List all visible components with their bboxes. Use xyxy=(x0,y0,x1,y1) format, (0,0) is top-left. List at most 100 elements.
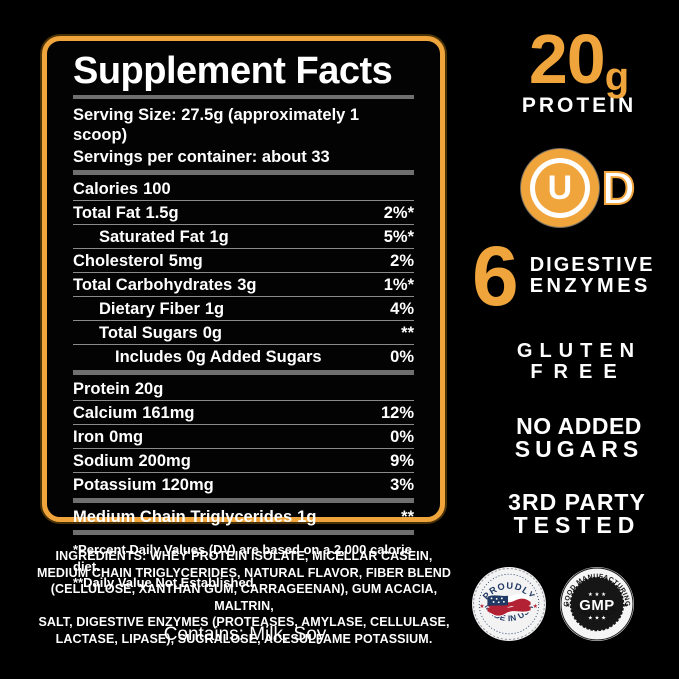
row-label: Iron 0mg xyxy=(73,428,143,446)
ingredients-line: SALT, DIGESTIVE ENZYMES (PROTEASES, AMYL… xyxy=(38,615,450,629)
daily-value: 5%* xyxy=(383,227,414,246)
daily-value: 1%* xyxy=(383,275,414,294)
supplement-facts-panel: Supplement Facts Serving Size: 27.5g (ap… xyxy=(42,36,445,590)
made-in-usa-badge-icon: PROUDLY MADE IN USA ★ ★ xyxy=(472,567,546,641)
table-row: Total Carbohydrates 3g 1%* xyxy=(73,272,414,296)
nutrient-name: Saturated Fat xyxy=(99,227,205,246)
daily-value: 9% xyxy=(390,451,414,470)
daily-value: 0% xyxy=(390,427,414,446)
nutrient-name: Includes 0g Added Sugars xyxy=(115,347,322,366)
gmp-badge-icon: GOOD MANUFACTURING PRACTICE ★ ★ ★ ★ ★ GM… xyxy=(560,567,634,641)
nutrient-name: Sodium xyxy=(73,451,134,470)
daily-value: 3% xyxy=(390,475,414,494)
kosher-u-letter: U xyxy=(547,169,573,207)
ingredients-line: (CELLULOSE, XANTHAN GUM, CARRAGEENAN), G… xyxy=(50,582,438,613)
row-label: Cholesterol 5mg xyxy=(73,252,203,270)
nutrient-amount: 3g xyxy=(237,275,257,294)
us-flag-icon xyxy=(487,593,531,617)
ingredients-block: INGREDIENTS: WHEY PROTEIN ISOLATE, MICEL… xyxy=(28,548,460,647)
table-row: Calories 100 xyxy=(73,177,414,200)
divider xyxy=(73,530,414,535)
usa-star-left-icon: ★ xyxy=(479,603,485,610)
daily-value: ** xyxy=(401,323,414,342)
nutrient-amount: 1g xyxy=(209,227,229,246)
claim-20g-protein: 20g PROTEIN xyxy=(494,24,664,118)
nutrient-name: Calcium xyxy=(73,403,138,422)
nutrient-name: Potassium xyxy=(73,475,157,494)
kosher-inner-disc: U xyxy=(534,163,585,213)
table-row: Saturated Fat 1g 5%* xyxy=(73,224,414,248)
nutrient-name: Cholesterol xyxy=(73,251,164,270)
table-row: Dietary Fiber 1g 4% xyxy=(73,296,414,320)
divider xyxy=(73,170,414,175)
nutrient-amount: 200mg xyxy=(138,451,191,470)
divider xyxy=(73,498,414,503)
nutrient-amount: 0g xyxy=(202,323,222,342)
daily-value: 0% xyxy=(390,347,414,366)
footnote-not-established: **Daily Value Not Established xyxy=(73,575,254,590)
row-label: Medium Chain Triglycerides 1g xyxy=(73,508,316,526)
nutrient-amount: 120mg xyxy=(161,475,214,494)
nutrient-amount: 1g xyxy=(297,507,317,526)
row-label: Saturated Fat 1g xyxy=(73,228,229,246)
footnotes: *Percent Daily Values (DV) are based on … xyxy=(73,537,414,592)
gmp-star-left-icon: ★ xyxy=(565,602,571,609)
daily-value: 12% xyxy=(380,403,414,422)
daily-value: 2%* xyxy=(383,203,414,222)
badges-row: PROUDLY MADE IN USA ★ ★ GOOD MAN xyxy=(471,566,635,642)
claim-3rd-party-tested: 3RD PARTY TESTED xyxy=(488,491,666,537)
nutrient-name: Calories xyxy=(73,179,139,198)
nutrient-name: Medium Chain Triglycerides xyxy=(73,507,293,526)
daily-value: 2% xyxy=(390,251,414,270)
row-label: Potassium 120mg xyxy=(73,476,214,494)
nutrient-amount: 5mg xyxy=(168,251,203,270)
table-row: Cholesterol 5mg 2% xyxy=(73,248,414,272)
thirdparty-line1: 3RD PARTY xyxy=(508,489,646,515)
table-row: Sodium 200mg 9% xyxy=(73,448,414,472)
nutrient-amount: 20g xyxy=(134,379,164,398)
divider xyxy=(73,95,414,99)
daily-value: 4% xyxy=(390,299,414,318)
kosher-ring: U xyxy=(529,158,590,218)
row-label: Includes 0g Added Sugars xyxy=(73,348,322,366)
ingredients-line: MEDIUM CHAIN TRIGLYCERIDES, NATURAL FLAV… xyxy=(36,565,452,580)
divider xyxy=(73,370,414,375)
protein-unit: g xyxy=(604,55,630,99)
enzymes-text: DIGESTIVE ENZYMES xyxy=(530,255,655,297)
table-row: Iron 0mg 0% xyxy=(73,424,414,448)
row-label: Total Sugars 0g xyxy=(73,324,222,342)
protein-label: PROTEIN xyxy=(521,94,637,117)
panel-title: Supplement Facts xyxy=(73,50,393,92)
nutrient-amount: 100 xyxy=(143,179,171,198)
thirdparty-line2: TESTED xyxy=(513,512,641,538)
daily-value: ** xyxy=(401,507,414,526)
table-row: Calcium 161mg 12% xyxy=(73,400,414,424)
table-row: Includes 0g Added Sugars 0% xyxy=(73,344,414,368)
noadded-line1: NO ADDED xyxy=(516,413,642,439)
nutrient-name: Protein xyxy=(73,379,130,398)
ingredients-line: INGREDIENTS: WHEY PROTEIN ISOLATE, MICEL… xyxy=(55,549,433,563)
row-label: Sodium 200mg xyxy=(73,452,191,470)
serving-size: Serving Size: 27.5g (approximately 1 sco… xyxy=(73,106,360,144)
servings-per-container: Servings per container: about 33 xyxy=(73,148,330,166)
claim-gluten-free: GLUTEN FREE xyxy=(494,341,664,383)
table-row: Total Fat 1.5g 2%* xyxy=(73,200,414,224)
gmp-star-right-icon: ★ xyxy=(623,602,629,609)
enzymes-line2: ENZYMES xyxy=(529,275,651,297)
claim-digestive-enzymes: 6 DIGESTIVE ENZYMES xyxy=(472,229,662,323)
row-label: Calories 100 xyxy=(73,180,171,198)
claim-no-added-sugars: NO ADDED SUGARS xyxy=(494,415,664,461)
enzymes-count: 6 xyxy=(472,229,519,323)
noadded-line2: SUGARS xyxy=(514,436,644,462)
ingredients-line: LACTASE, LIPASE), SUCRALOSE, ACESULFAME … xyxy=(55,631,433,646)
nutrient-name: Total Fat xyxy=(73,203,141,222)
gluten-line2: FREE xyxy=(530,361,628,383)
gmp-stars-bottom-icon: ★ ★ ★ xyxy=(588,614,606,621)
footnote-dv: *Percent Daily Values (DV) are based on … xyxy=(73,542,412,574)
row-label: Total Fat 1.5g xyxy=(73,204,179,222)
table-row: Potassium 120mg 3% xyxy=(73,472,414,496)
kosher-ou-d-icon: U D xyxy=(503,149,653,227)
row-label: Dietary Fiber 1g xyxy=(73,300,224,318)
nutrient-name: Total Carbohydrates xyxy=(73,275,233,294)
enzymes-line1: DIGESTIVE xyxy=(529,254,655,276)
